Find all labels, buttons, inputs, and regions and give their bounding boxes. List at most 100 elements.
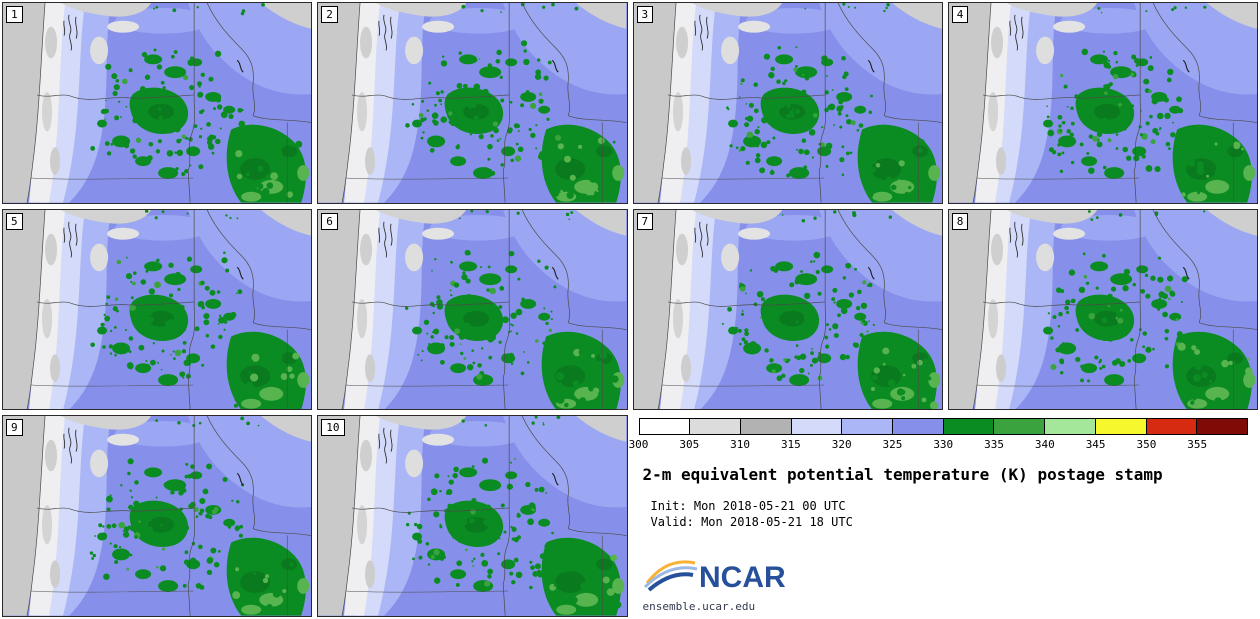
theta-e-speckle: [1190, 344, 1197, 350]
theta-e-speckle: [1132, 155, 1140, 162]
theta-e-speckle: [1115, 147, 1119, 150]
theta-e-speckle: [190, 464, 195, 470]
theta-e-speckle: [549, 179, 554, 184]
theta-e-speckle: [124, 328, 127, 331]
theta-e-speckle: [447, 475, 450, 478]
theta-e-speckle: [134, 535, 138, 540]
theta-e-speckle: [1088, 312, 1095, 320]
theta-e-speckle: [816, 375, 822, 381]
theta-e-speckle: [510, 268, 516, 273]
theta-e-speckle: [1213, 147, 1218, 151]
theta-e-speckle: [132, 117, 139, 124]
theta-e-speckle: [518, 130, 521, 132]
theta-e-speckle: [125, 272, 133, 279]
theta-e-speckles: [725, 3, 928, 201]
theta-e-speckle: [434, 257, 437, 261]
theta-e-speckle: [613, 601, 622, 609]
theta-e-speckle: [1127, 358, 1131, 363]
theta-e-speckle: [549, 345, 557, 353]
theta-e-speckle: [106, 294, 111, 299]
theta-e-speckle: [440, 557, 445, 562]
theta-e-speckle: [200, 127, 203, 130]
theta-e-speckle: [154, 215, 158, 220]
panel-number-label: 2: [321, 6, 338, 23]
theta-e-speckle: [743, 331, 749, 336]
theta-e-speckle: [217, 550, 221, 554]
theta-e-speckle: [418, 555, 423, 560]
theta-e-speckle: [817, 291, 822, 296]
theta-e-speckle: [830, 296, 835, 301]
theta-e-speckle: [111, 523, 117, 529]
theta-e-speckle: [201, 109, 205, 113]
theta-e-speckle: [571, 597, 579, 604]
theta-e-speckle: [910, 363, 916, 369]
theta-e-speckle: [840, 145, 844, 149]
theta-e-speckle: [836, 313, 841, 317]
theta-e-speckle: [265, 158, 269, 162]
theta-e-speckle: [447, 304, 451, 308]
theta-e-speckle: [239, 525, 243, 530]
theta-e-speckle: [235, 567, 240, 572]
theta-e-speckle: [234, 525, 240, 532]
theta-e-speckle: [105, 63, 112, 70]
theta-e-speckle: [155, 419, 159, 423]
theta-e-speckle: [839, 105, 844, 109]
theta-e-speckle: [1115, 311, 1122, 318]
theta-e-speckle: [432, 311, 436, 314]
theta-e-speckle: [769, 301, 772, 304]
theta-e-speckle: [509, 571, 514, 576]
theta-e-speckle: [481, 560, 489, 568]
colorbar-segment: [942, 419, 994, 435]
theta-e-speckle: [838, 125, 842, 129]
theta-e-speckle: [269, 160, 276, 167]
theta-e-speckle: [191, 147, 198, 153]
theta-e-speckle: [175, 167, 179, 171]
theta-e-speckle: [606, 588, 615, 597]
theta-e-speckle: [250, 146, 259, 155]
theta-e-speckle: [278, 192, 286, 199]
colorbar-tick-label: 325: [882, 438, 903, 452]
theta-e-speckle: [223, 251, 226, 254]
theta-e-speckle: [241, 9, 246, 13]
puget-sound-inlets: [383, 221, 388, 258]
theta-e-speckle: [280, 573, 285, 577]
theta-e-speckle: [152, 341, 155, 344]
theta-e-speckle: [1154, 165, 1161, 173]
theta-e-speckle: [1115, 133, 1119, 136]
theta-e-speckle: [1086, 151, 1090, 155]
theta-e-speckle: [589, 190, 595, 196]
theta-e-speckle: [1095, 286, 1099, 290]
theta-e-speckle: [1143, 78, 1150, 85]
theta-e-speckle: [1208, 379, 1213, 383]
theta-e-speckle: [147, 517, 152, 522]
puget-sound-inlets: [693, 227, 696, 243]
terrain-gray-patch: [405, 243, 424, 271]
theta-e-speckle: [426, 109, 430, 112]
theta-e-speckles: [90, 3, 303, 199]
terrain-gray-patch: [672, 298, 683, 339]
state-borders: [341, 416, 627, 616]
theta-e-speckle: [223, 319, 228, 324]
ensemble-member-panel: 5: [2, 208, 313, 411]
theta-e-speckle: [1164, 328, 1169, 334]
ocean-gray-area: [948, 209, 991, 410]
theta-e-speckle: [142, 114, 146, 118]
theta-e-speckle: [100, 110, 105, 114]
theta-e-speckle: [870, 157, 877, 164]
theta-e-speckle: [155, 149, 161, 154]
theta-e-map: [633, 3, 942, 203]
theta-e-speckle: [844, 114, 848, 118]
theta-e-speckle: [758, 167, 765, 174]
theta-e-speckle: [907, 185, 911, 190]
theta-e-speckle: [103, 313, 106, 316]
puget-sound-inlets: [68, 14, 72, 51]
puget-sound-inlets: [75, 223, 78, 246]
theta-e-speckle: [811, 156, 814, 159]
theta-e-speckle: [114, 353, 117, 357]
theta-e-speckle: [546, 117, 550, 121]
map-field-light-blue-patch: [1060, 214, 1157, 241]
theta-e-speckle: [135, 512, 139, 515]
theta-e-speckle: [148, 296, 152, 300]
theta-e-speckle: [523, 49, 528, 53]
theta-e-speckle: [538, 98, 544, 104]
